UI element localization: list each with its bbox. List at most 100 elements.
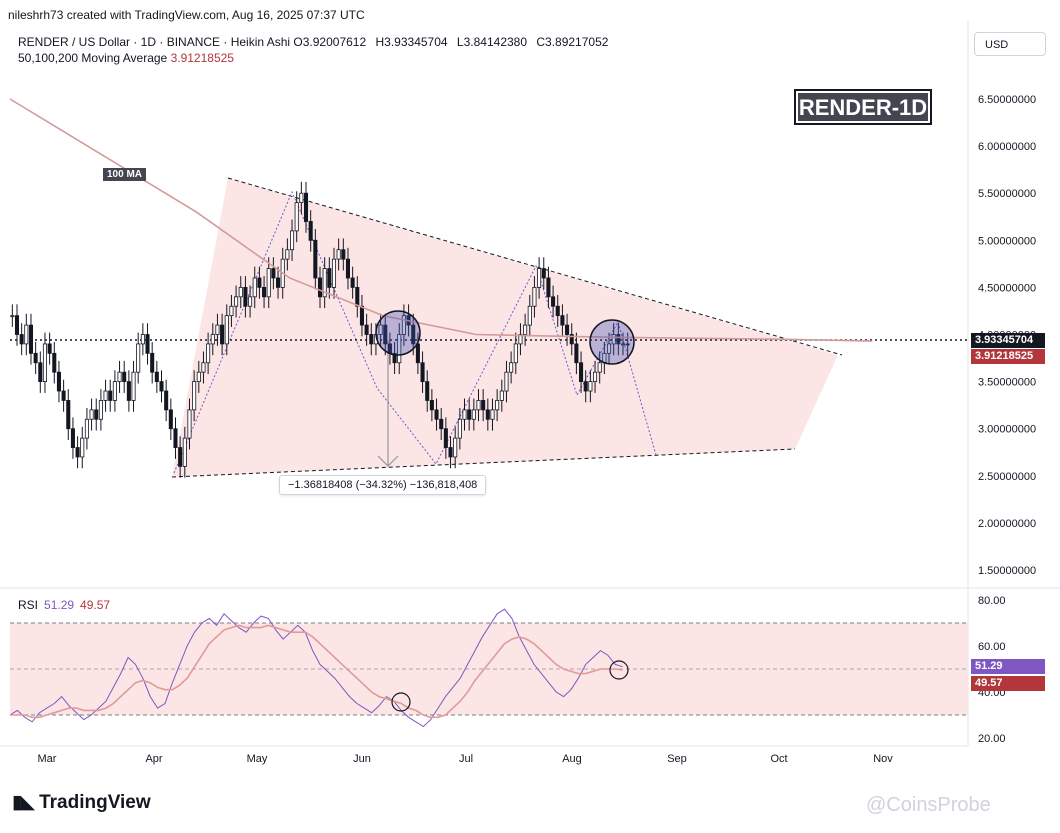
time-tick-label: Sep [667,753,687,765]
candle-body [145,334,150,354]
candle-body [150,352,155,373]
candle-body [285,249,290,260]
candle-body [126,381,131,401]
candle-body [10,315,15,318]
price-tick-label: 3.00000000 [978,424,1036,436]
candle-body [103,390,108,401]
candle-body [294,202,299,232]
candle-body [369,334,374,345]
highlight-circle-june[interactable] [375,310,421,356]
candle-body [574,343,579,364]
rsi-value-badge: 51.29 [971,659,1045,674]
candle-body [439,418,444,430]
candle-body [565,324,570,335]
rsi-circle-june[interactable] [391,692,411,712]
candle-body [541,268,546,279]
candle-body [490,409,495,420]
ma-price-badge: 3.91218525 [971,349,1045,364]
low-label: L [456,35,464,49]
candle-body [471,409,476,420]
candle-body [620,343,626,346]
candle-body [513,343,518,364]
candle-body [94,409,99,420]
candle-body [611,334,616,345]
rsi-ma-line[interactable] [10,624,623,719]
candle-body [187,409,192,439]
candle-body [457,418,462,439]
candle-body [220,324,225,345]
rsi-label[interactable]: RSI [18,598,39,612]
rsi-value: 51.29 [44,598,75,612]
highlight-circle-aug[interactable] [589,319,635,365]
candle-body [495,400,500,411]
price-tick-label: 5.00000000 [978,235,1036,247]
price-tick-label: 1.50000000 [978,565,1036,577]
currency-selector[interactable]: USD [974,32,1046,56]
candle-body [159,381,164,392]
candle-body [19,334,24,345]
candle-body [527,305,532,326]
candle-body [266,268,271,298]
tradingview-logo[interactable]: ▮◣ TradingView [12,791,151,814]
last-price-badge: 3.93345704 [971,333,1045,348]
candle-body [429,400,434,411]
time-tick-label: May [247,753,268,765]
price-tick-label: 5.50000000 [978,188,1036,200]
candle-body [476,400,481,411]
candle-body [313,239,318,279]
candle-body [355,286,360,307]
candle-body [518,334,523,345]
candle-body [509,362,514,373]
candle-body [173,428,178,448]
candle-body [66,400,71,430]
rsi-circle-aug[interactable] [609,660,629,680]
price-tick-label: 3.50000000 [978,377,1036,389]
rsi-ma-badge: 49.57 [971,676,1045,691]
upper-trendline[interactable] [227,177,843,356]
candle-body [593,371,598,382]
price-tick-label: 4.50000000 [978,282,1036,294]
measure-label: −1.36818408 (−34.32%) −136,818,408 [279,475,487,495]
candle-body [140,334,145,345]
candle-body [485,409,490,420]
high-label: H [375,35,385,49]
time-tick-label: Aug [562,753,582,765]
candle-body [108,390,113,401]
rsi-line[interactable] [9,608,623,728]
candle-body [434,409,439,420]
candle-body [178,447,183,467]
high-value: 3.93345704 [384,35,448,49]
candle-body [569,334,574,345]
open-value: 3.92007612 [302,35,367,49]
candle-body [262,286,267,298]
ma-indicator-label[interactable]: 50,100,200 Moving Average [18,51,168,65]
time-axis[interactable]: Mar Apr May Jun Jul Aug Sep Oct Nov [38,753,894,765]
candle-body [42,343,47,383]
rsi-legend: RSI 51.29 49.57 [18,598,110,612]
candle-body [112,381,117,401]
lower-trendline[interactable] [171,448,796,478]
candle-body [154,371,159,382]
candle-series[interactable] [10,181,630,478]
close-label: C [536,35,546,49]
candle-body [327,268,332,288]
candle-body [248,296,253,307]
candle-body [289,230,295,251]
symbol-legend: RENDER / US Dollar · 1D · BINANCE · Heik… [18,34,614,66]
price-tick-label: 6.50000000 [978,94,1036,106]
price-axis[interactable]: 6.50000000 6.00000000 5.50000000 5.00000000… [978,94,1036,577]
symbol-title[interactable]: RENDER / US Dollar · 1D · BINANCE · Heik… [18,35,291,49]
tv-mark-icon: ▮◣ [12,792,35,813]
candle-body [276,277,281,288]
candle-body [61,390,66,401]
open-label: O [293,35,303,49]
candle-body [448,447,453,458]
rsi-tick-label: 20.00 [978,733,1006,745]
time-tick-label: Nov [873,753,893,765]
candle-body [206,343,211,364]
candle-body [210,334,215,345]
candle-body [224,315,229,345]
tv-logo-text: TradingView [39,792,151,813]
candle-body [192,381,197,411]
